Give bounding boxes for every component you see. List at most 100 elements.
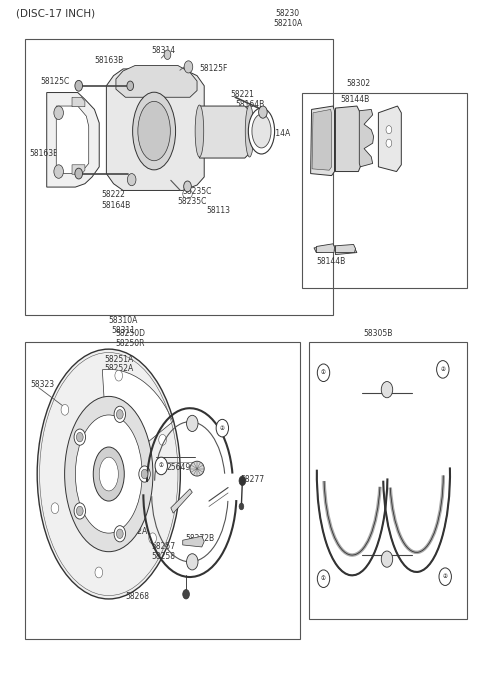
Circle shape [141,469,148,479]
Text: 58250D: 58250D [115,329,145,338]
Circle shape [74,429,85,445]
Text: 58163B: 58163B [95,56,124,65]
Circle shape [117,529,123,538]
Ellipse shape [252,114,271,148]
Text: 58144B: 58144B [340,95,370,104]
Text: 58323: 58323 [30,380,54,389]
Text: 58114A: 58114A [262,129,291,138]
Text: 58125C: 58125C [40,77,70,85]
Polygon shape [171,489,192,513]
Text: ②: ② [220,426,225,431]
Circle shape [75,81,83,92]
Polygon shape [314,246,336,253]
Circle shape [381,382,393,398]
Circle shape [216,420,228,437]
Text: 58251A: 58251A [104,355,133,364]
Circle shape [117,410,123,419]
Circle shape [437,361,449,378]
Text: 58113: 58113 [206,206,230,215]
Ellipse shape [37,349,180,599]
Circle shape [114,525,126,542]
Polygon shape [336,106,362,172]
Text: 58268: 58268 [125,593,149,601]
Text: 58221: 58221 [230,90,254,99]
Circle shape [439,568,451,586]
Text: ②: ② [440,367,445,372]
Polygon shape [199,106,250,158]
Circle shape [184,61,193,73]
Circle shape [139,466,150,482]
Circle shape [155,457,168,475]
Polygon shape [336,248,357,255]
Circle shape [51,503,59,514]
Text: 58272B: 58272B [185,534,214,542]
Text: 58314: 58314 [152,45,176,54]
Circle shape [127,174,136,186]
Text: 58144B: 58144B [316,257,346,266]
Text: 58311: 58311 [111,325,135,335]
Polygon shape [72,165,85,174]
Circle shape [76,433,83,442]
Text: ②: ② [443,574,448,579]
Ellipse shape [248,108,275,154]
Text: 58163B: 58163B [29,148,58,158]
Ellipse shape [245,105,254,157]
Text: 58252A: 58252A [104,364,133,373]
Circle shape [317,364,330,382]
Polygon shape [378,106,401,172]
Polygon shape [107,69,204,191]
Circle shape [239,476,246,485]
Polygon shape [360,109,373,167]
Polygon shape [47,92,99,187]
Text: 58230: 58230 [276,9,300,18]
Text: 58258: 58258 [152,552,176,561]
Circle shape [183,589,190,599]
Text: 58125F: 58125F [199,64,228,73]
Circle shape [164,50,171,60]
Text: 25649: 25649 [166,463,190,472]
Circle shape [54,106,63,119]
Polygon shape [316,244,335,253]
Circle shape [75,168,83,179]
Text: ①: ① [321,576,326,581]
Polygon shape [183,536,204,547]
Circle shape [381,551,393,567]
Text: 58210A: 58210A [273,20,302,28]
Text: 58164B: 58164B [235,100,264,108]
Text: 58310A: 58310A [108,316,138,325]
Ellipse shape [138,101,170,161]
Text: 58235C: 58235C [183,187,212,197]
Text: 58302: 58302 [346,79,371,88]
Polygon shape [336,245,356,253]
Text: (DISC-17 INCH): (DISC-17 INCH) [16,8,95,18]
Circle shape [95,567,103,578]
Circle shape [74,503,85,519]
Text: 58250R: 58250R [116,338,145,348]
Circle shape [61,404,69,415]
Text: 58222: 58222 [102,190,125,199]
Circle shape [76,506,83,516]
Circle shape [184,181,192,192]
Circle shape [259,106,267,118]
Polygon shape [311,106,335,176]
Ellipse shape [75,415,142,533]
Circle shape [127,81,133,91]
Text: ①: ① [321,370,326,375]
Text: 58305B: 58305B [364,329,393,338]
Circle shape [317,570,330,587]
Circle shape [159,435,167,445]
Circle shape [187,416,198,431]
Text: 58312A: 58312A [118,527,147,536]
Ellipse shape [132,92,176,170]
Ellipse shape [65,397,153,552]
Circle shape [386,139,392,147]
Ellipse shape [93,447,124,501]
Ellipse shape [190,461,204,476]
Wedge shape [102,370,173,474]
Text: 58257: 58257 [152,542,176,551]
Circle shape [187,554,198,570]
Circle shape [386,125,392,134]
Circle shape [115,370,122,381]
Polygon shape [312,109,332,170]
Ellipse shape [195,105,204,157]
